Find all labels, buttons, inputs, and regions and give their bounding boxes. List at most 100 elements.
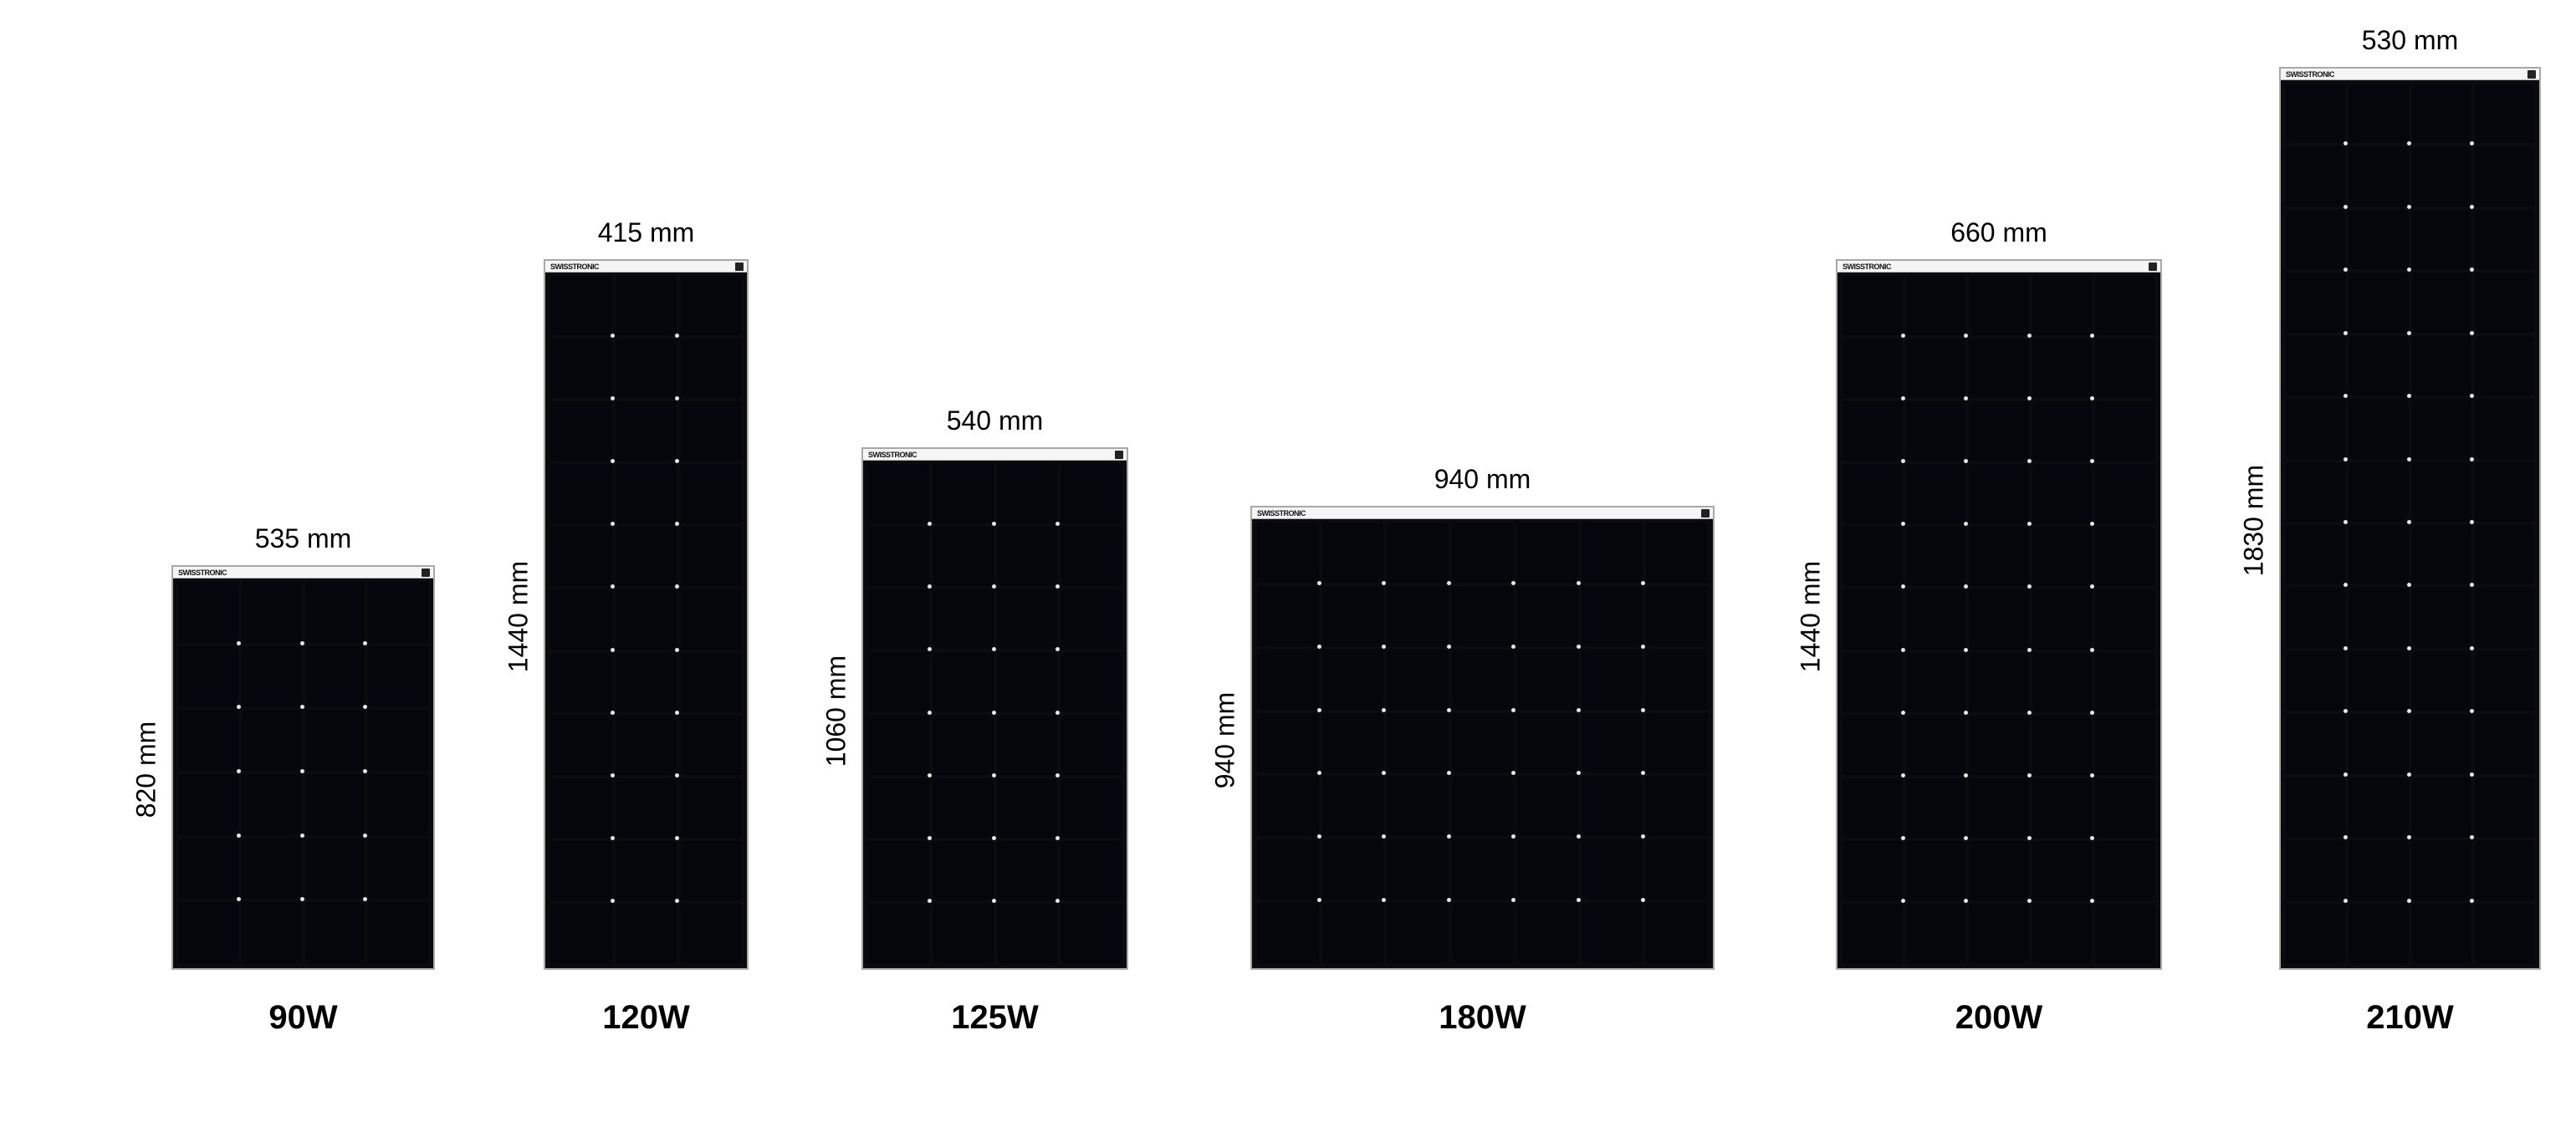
panel-header-marker — [1701, 509, 1710, 518]
solar-cell — [1257, 903, 1319, 963]
solar-cell — [2095, 653, 2155, 712]
panel-height-label: 940 mm — [1210, 656, 1241, 824]
solar-cell — [305, 902, 365, 963]
solar-cell — [1582, 776, 1643, 836]
solar-cell — [2349, 588, 2408, 647]
solar-cell — [242, 646, 302, 707]
solar-cell — [2095, 716, 2155, 775]
solar-cell — [1516, 839, 1578, 900]
panel-cell-grid — [868, 464, 1122, 963]
panel-wattage-label: 120W — [544, 999, 749, 1037]
solar-cell — [868, 527, 929, 586]
solar-cell — [1906, 653, 1966, 712]
solar-cell — [178, 902, 238, 963]
solar-cell — [933, 464, 994, 523]
solar-cell — [2032, 904, 2093, 963]
solar-cell — [2286, 840, 2345, 900]
solar-cell — [2349, 904, 2408, 963]
solar-cell — [2475, 399, 2534, 458]
solar-cell — [1646, 650, 1708, 710]
panel-wattage-label: 200W — [1836, 999, 2162, 1037]
solar-cell — [1387, 776, 1449, 836]
solar-cell — [1843, 904, 1903, 963]
solar-cell — [616, 653, 677, 712]
solar-cell — [2475, 210, 2534, 269]
solar-cell — [933, 778, 994, 838]
solar-cell — [2349, 146, 2408, 206]
solar-cell — [2412, 525, 2471, 584]
solar-cell — [305, 582, 365, 643]
solar-cell — [2286, 651, 2345, 711]
solar-cell — [2349, 210, 2408, 269]
solar-cell — [2032, 527, 2093, 586]
solar-cell — [1969, 904, 2029, 963]
solar-cell — [242, 839, 302, 900]
solar-cell — [368, 710, 428, 771]
solar-cell — [2349, 273, 2408, 332]
solar-cell — [868, 841, 929, 900]
panel-brand-label: SWISSTRONIC — [550, 261, 599, 273]
solar-cell — [1906, 589, 1966, 649]
solar-cell — [2412, 714, 2471, 773]
solar-cell — [178, 839, 238, 900]
solar-cell — [305, 839, 365, 900]
solar-cell — [1516, 713, 1578, 773]
solar-cell — [1969, 589, 2029, 649]
solar-cell — [616, 716, 677, 775]
solar-cell — [1061, 841, 1122, 900]
solar-cell — [1061, 464, 1122, 523]
solar-cell — [368, 902, 428, 963]
panel-header-strip: SWISSTRONIC — [545, 261, 747, 273]
panel-header-strip: SWISSTRONIC — [1837, 261, 2160, 273]
solar-cell — [1843, 339, 1903, 398]
solar-cell — [1322, 839, 1384, 900]
solar-cell — [242, 902, 302, 963]
panel-header-marker — [2149, 263, 2157, 271]
solar-cell — [933, 527, 994, 586]
solar-cell — [1969, 716, 2029, 775]
solar-cell — [933, 904, 994, 963]
solar-cell — [550, 464, 612, 523]
solar-cell — [1322, 776, 1384, 836]
solar-cell — [1843, 276, 1903, 335]
panel-width-label: 540 mm — [861, 405, 1128, 436]
solar-cell — [2286, 462, 2345, 522]
solar-cell — [1843, 716, 1903, 775]
solar-cell — [1906, 716, 1966, 775]
solar-cell — [2412, 146, 2471, 206]
solar-cell — [2475, 588, 2534, 647]
solar-cell — [2349, 525, 2408, 584]
solar-cell — [1969, 464, 2029, 523]
solar-cell — [1843, 527, 1903, 586]
solar-cell — [2095, 904, 2155, 963]
solar-cell — [1387, 903, 1449, 963]
solar-cell — [1969, 339, 2029, 398]
solar-cell — [2412, 210, 2471, 269]
solar-cell — [305, 774, 365, 835]
panel-header-marker — [735, 263, 744, 271]
solar-cell — [1452, 650, 1514, 710]
solar-cell — [616, 904, 677, 963]
solar-cell — [2412, 840, 2471, 900]
solar-cell — [178, 710, 238, 771]
solar-cell — [1969, 527, 2029, 586]
solar-cell — [2286, 84, 2345, 143]
solar-cell — [1452, 776, 1514, 836]
solar-cell — [1516, 586, 1578, 646]
solar-cell — [680, 527, 742, 586]
solar-cell — [242, 774, 302, 835]
solar-cell — [368, 646, 428, 707]
solar-cell — [2095, 401, 2155, 461]
solar-cell — [178, 774, 238, 835]
solar-cell — [1646, 586, 1708, 646]
solar-cell — [1061, 589, 1122, 649]
panel-width-label: 530 mm — [2279, 25, 2541, 56]
solar-cell — [1452, 903, 1514, 963]
solar-cell — [997, 716, 1058, 775]
solar-cell — [2412, 904, 2471, 963]
solar-cell — [2032, 716, 2093, 775]
solar-cell — [1322, 650, 1384, 710]
solar-cell — [2475, 525, 2534, 584]
panel-cell-grid — [2286, 84, 2534, 963]
solar-cell — [1582, 650, 1643, 710]
